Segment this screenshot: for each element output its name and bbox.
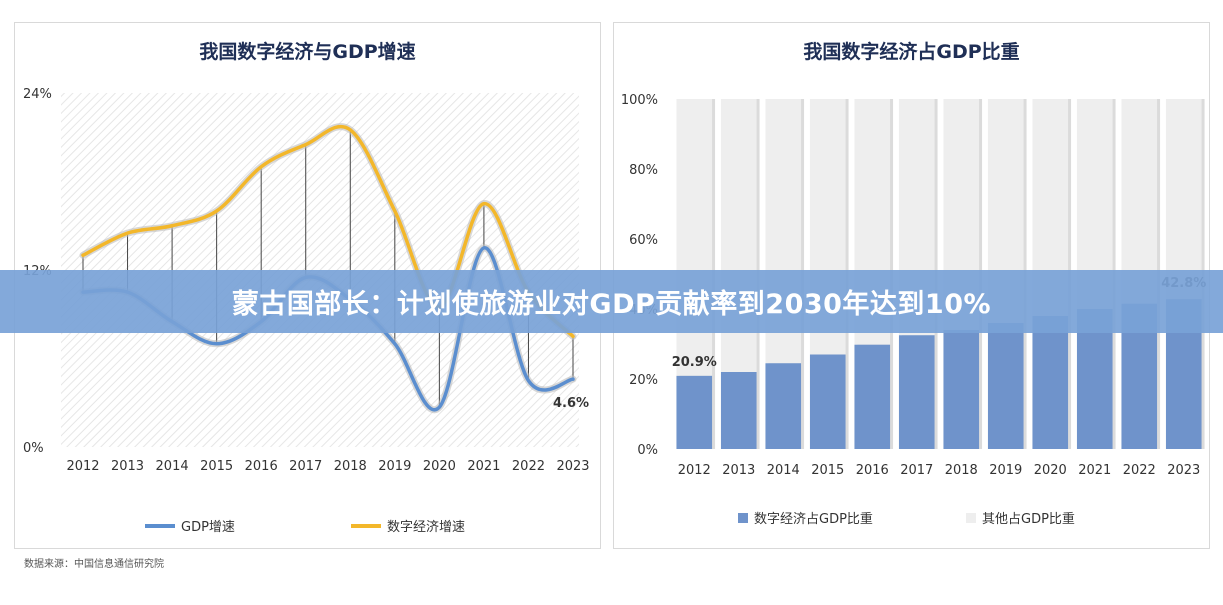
x-tick-label: 2019	[989, 463, 1022, 478]
legend-label-digital-share: 数字经济占GDP比重	[754, 511, 873, 527]
y-tick-label: 80%	[629, 163, 658, 178]
bar-digital-share	[1032, 316, 1069, 449]
x-tick-label: 2021	[467, 459, 500, 474]
y-tick-label: 0%	[637, 443, 658, 458]
x-tick-label: 2013	[111, 459, 144, 474]
x-tick-label: 2016	[245, 459, 278, 474]
bar-digital-share	[854, 344, 891, 449]
legend-swatch-other-share	[966, 513, 976, 523]
x-tick-label: 2014	[156, 459, 189, 474]
x-tick-label: 2012	[678, 463, 711, 478]
y-tick-label: 60%	[629, 233, 658, 248]
x-tick-label: 2022	[1123, 463, 1156, 478]
bar-other-share	[1165, 99, 1202, 300]
x-tick-label: 2023	[556, 459, 589, 474]
x-tick-label: 2018	[945, 463, 978, 478]
chart-title-share: 我国数字经济占GDP比重	[803, 41, 1020, 63]
x-tick-label: 2014	[767, 463, 800, 478]
bar-other-share	[1121, 99, 1158, 304]
share-2012-label: 20.9%	[672, 355, 717, 370]
y-tick-label: 100%	[621, 93, 658, 108]
x-tick-label: 2017	[289, 459, 322, 474]
x-tick-label: 2021	[1078, 463, 1111, 478]
x-tick-label: 2013	[722, 463, 755, 478]
x-tick-label: 2012	[66, 459, 99, 474]
x-tick-label: 2020	[423, 459, 456, 474]
x-tick-label: 2022	[512, 459, 545, 474]
legend-swatch-digital-share	[738, 513, 748, 523]
x-tick-label: 2018	[334, 459, 367, 474]
gdp-2023-label: 4.6%	[553, 396, 589, 411]
data-source-note: 数据来源：中国信息通信研究院	[24, 559, 164, 570]
bar-digital-share	[898, 335, 935, 449]
chart-title-growth: 我国数字经济与GDP增速	[199, 41, 416, 63]
bar-digital-share	[809, 354, 846, 449]
y-tick-label: 0%	[23, 441, 44, 456]
bar-digital-share	[765, 363, 802, 449]
headline-banner: 蒙古国部长：计划使旅游业对GDP贡献率到2030年达到10%	[0, 270, 1223, 333]
bar-digital-share	[676, 375, 713, 449]
bar-digital-share	[987, 323, 1024, 449]
x-tick-label: 2019	[378, 459, 411, 474]
bar-digital-share	[720, 372, 757, 449]
bar-other-share	[676, 99, 713, 376]
x-tick-label: 2015	[200, 459, 233, 474]
x-tick-label: 2017	[900, 463, 933, 478]
bar-digital-share	[943, 330, 980, 449]
y-tick-label: 20%	[629, 373, 658, 388]
headline-text: 蒙古国部长：计划使旅游业对GDP贡献率到2030年达到10%	[231, 289, 992, 320]
legend-label-gdp: GDP增速	[181, 520, 235, 535]
x-tick-label: 2016	[856, 463, 889, 478]
x-tick-label: 2015	[811, 463, 844, 478]
legend-label-other-share: 其他占GDP比重	[982, 511, 1075, 527]
x-tick-label: 2020	[1034, 463, 1067, 478]
y-tick-label: 24%	[23, 87, 52, 102]
legend-label-digital: 数字经济增速	[387, 520, 465, 535]
x-tick-label: 2023	[1167, 463, 1200, 478]
digital-growth-line	[81, 124, 575, 339]
